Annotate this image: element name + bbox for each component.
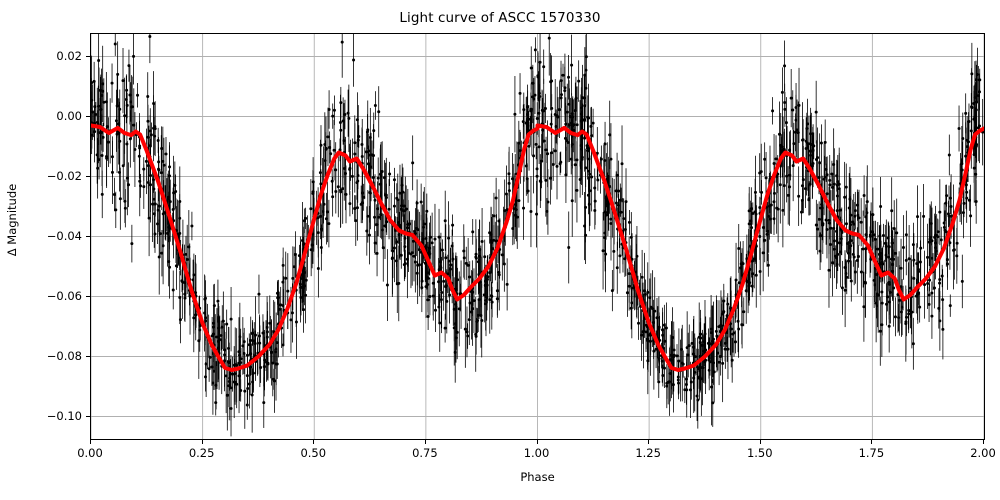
- y-tick-mark: [86, 415, 90, 417]
- y-axis-tick-labels: −0.10 −0.08 −0.06 −0.04 −0.02 0.00 0.02: [14, 0, 82, 500]
- y-tick-mark: [86, 55, 90, 57]
- x-tick-label: 0.50: [300, 446, 327, 460]
- y-tick-mark: [86, 235, 90, 237]
- x-tick-mark: [648, 440, 650, 444]
- page-title: Light curve of ASCC 1570330: [399, 10, 601, 26]
- x-tick-mark: [536, 440, 538, 444]
- y-tick-label: −0.08: [46, 348, 82, 363]
- x-tick-mark: [90, 440, 92, 444]
- x-tick-mark: [424, 440, 426, 444]
- x-tick-label: 0.25: [188, 446, 215, 460]
- y-tick-label: 0.00: [56, 108, 82, 123]
- x-tick-label: 0.00: [77, 446, 103, 460]
- x-tick-label: 1.50: [746, 446, 773, 460]
- x-tick-label: 2.00: [970, 446, 996, 460]
- plot-area: [90, 33, 985, 440]
- x-tick-label: 0.75: [412, 446, 438, 460]
- x-axis-tick-labels: 0.00 0.25 0.50 0.75 1.00 1.25 1.50 1.75 2.00: [0, 446, 1000, 466]
- x-axis-label: Phase: [520, 470, 555, 484]
- y-tick-label: −0.06: [46, 288, 82, 303]
- plot-canvas: [91, 34, 984, 439]
- x-tick-mark: [983, 440, 985, 444]
- x-tick-label: 1.75: [858, 446, 885, 460]
- y-tick-mark: [86, 115, 90, 117]
- x-tick-mark: [871, 440, 873, 444]
- y-tick-mark: [86, 355, 90, 357]
- y-tick-label: 0.02: [56, 48, 82, 63]
- x-tick-label: 1.25: [635, 446, 661, 460]
- y-tick-label: −0.10: [46, 408, 82, 423]
- binned-mean-curve-line: [91, 123, 984, 372]
- x-tick-mark: [201, 440, 203, 444]
- y-tick-mark: [86, 175, 90, 177]
- y-tick-label: −0.04: [46, 228, 82, 243]
- x-tick-label: 1.00: [523, 446, 550, 460]
- x-tick-mark: [313, 440, 315, 444]
- y-tick-label: −0.02: [46, 168, 82, 183]
- photometry-scatter-points: [91, 34, 984, 437]
- y-tick-mark: [86, 295, 90, 297]
- x-tick-mark: [759, 440, 761, 444]
